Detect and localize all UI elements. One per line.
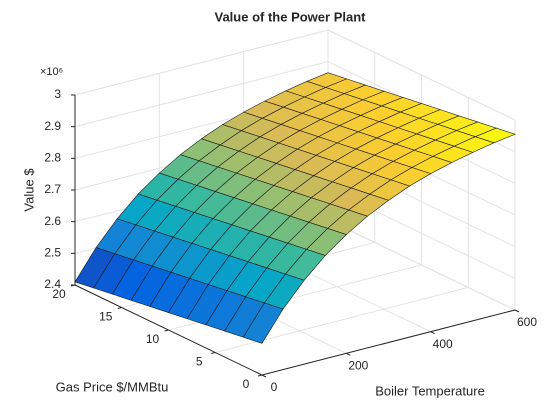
z-tick-label: 2.6 xyxy=(44,214,61,228)
z-multiplier: ×10⁶ xyxy=(40,66,63,78)
x-tick-label: 400 xyxy=(433,337,453,351)
z-tick-label: 3 xyxy=(54,87,61,101)
x-axis-label: Boiler Temperature xyxy=(375,383,485,398)
z-tick-label: 2.9 xyxy=(44,119,61,133)
z-axis-label: Value $ xyxy=(21,168,36,212)
y-tick-label: 10 xyxy=(146,332,160,346)
z-tick-label: 2.5 xyxy=(44,246,61,260)
y-tick-label: 0 xyxy=(243,377,250,391)
surface-cell xyxy=(242,302,284,344)
y-tick-label: 5 xyxy=(196,355,203,369)
x-tick xyxy=(261,374,267,378)
y-tick xyxy=(257,374,263,377)
x-tick-label: 600 xyxy=(517,315,537,329)
x-tick-label: 0 xyxy=(271,380,278,394)
y-tick xyxy=(117,307,122,309)
grid-line xyxy=(74,29,516,121)
x-tick xyxy=(346,352,351,356)
y-tick xyxy=(164,329,169,332)
z-tick-label: 2.4 xyxy=(44,277,61,291)
x-axis xyxy=(261,309,516,376)
x-tick-label: 200 xyxy=(348,359,368,373)
y-tick xyxy=(211,352,216,354)
y-axis-label: Gas Price $/MMBtu xyxy=(56,379,169,394)
y-tick-label: 15 xyxy=(99,310,113,324)
x-tick xyxy=(430,331,435,335)
chart-title: Value of the Power Plant xyxy=(215,9,367,24)
x-tick xyxy=(514,309,520,313)
z-tick-label: 2.7 xyxy=(44,182,61,196)
y-tick-label: 20 xyxy=(52,287,66,301)
z-tick-label: 2.8 xyxy=(44,151,61,165)
